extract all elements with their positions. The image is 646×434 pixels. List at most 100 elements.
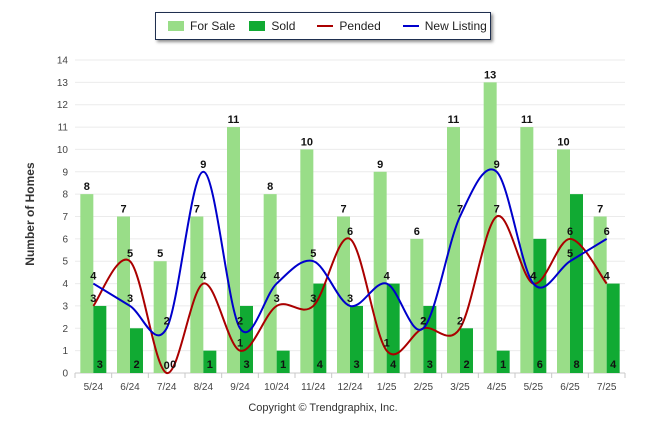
bar-sold	[350, 305, 363, 373]
data-label-new-listing: 3	[347, 293, 353, 305]
bar-sold	[386, 283, 400, 373]
bar-for-sale	[263, 194, 277, 373]
y-tick-label: 5	[62, 257, 68, 268]
x-tick-label: 8/24	[194, 382, 214, 393]
y-tick-label: 2	[62, 324, 68, 335]
data-label-pended: 4	[200, 271, 207, 283]
data-label-for-sale: 5	[157, 248, 163, 260]
data-label-new-listing: 2	[420, 315, 426, 327]
data-label-sold: 3	[243, 359, 249, 371]
data-label-new-listing: 4	[274, 271, 281, 283]
data-label-sold: 2	[133, 359, 139, 371]
bar-for-sale	[153, 261, 167, 373]
y-tick-label: 1	[62, 346, 68, 357]
legend-swatch-sold	[249, 21, 266, 31]
bar-for-sale	[117, 216, 130, 373]
data-label-new-listing: 2	[237, 315, 243, 327]
y-tick-label: 0	[62, 369, 68, 380]
x-tick-label: 7/24	[157, 382, 177, 393]
bar-sold	[313, 283, 327, 373]
legend-item-new-listing[interactable]: New Listing	[402, 19, 487, 33]
y-tick-label: 12	[57, 100, 69, 111]
bar-sold	[606, 283, 620, 373]
data-label-for-sale: 7	[194, 204, 200, 216]
bar-for-sale	[337, 216, 350, 373]
y-tick-label: 3	[62, 301, 68, 312]
legend-swatch-new-listing	[402, 25, 419, 27]
data-label-sold: 4	[610, 359, 617, 371]
bar-for-sale	[80, 194, 94, 373]
data-label-pended: 2	[420, 315, 426, 327]
data-label-new-listing: 4	[90, 271, 97, 283]
x-tick-label: 1/25	[377, 382, 397, 393]
line-new-listing	[92, 168, 608, 337]
bar-for-sale	[557, 149, 570, 373]
data-label-sold: 1	[280, 359, 286, 371]
data-label-sold: 6	[537, 359, 543, 371]
data-label-new-listing: 9	[494, 159, 500, 171]
x-tick-label: 10/24	[264, 382, 289, 393]
x-tick-label: 3/25	[450, 382, 470, 393]
data-label-pended: 0	[164, 360, 170, 372]
data-label-sold: 8	[573, 359, 579, 371]
data-label-pended: 3	[90, 293, 96, 305]
data-label-pended: 6	[567, 226, 573, 238]
data-label-new-listing: 7	[457, 204, 463, 216]
data-label-for-sale: 11	[521, 114, 533, 126]
data-label-for-sale: 6	[414, 226, 420, 238]
x-tick-label: 4/25	[487, 382, 507, 393]
x-tick-label: 12/24	[337, 382, 362, 393]
bar-sold	[93, 305, 107, 373]
y-tick-label: 11	[58, 123, 69, 134]
y-tick-label: 8	[62, 190, 68, 201]
copyright-text: Copyright © Trendgraphix, Inc.	[248, 402, 398, 414]
x-tick-label: 5/24	[84, 382, 104, 393]
y-tick-label: 9	[62, 167, 68, 178]
bar-for-sale	[520, 127, 534, 373]
y-tick-label: 14	[57, 56, 69, 67]
x-tick-label: 2/25	[414, 382, 434, 393]
legend-item-pended[interactable]: Pended	[317, 19, 381, 33]
data-label-pended: 1	[384, 338, 390, 350]
bar-sold	[496, 350, 510, 373]
y-tick-label: 7	[62, 212, 68, 223]
data-label-new-listing: 5	[567, 248, 573, 260]
legend: For Sale Sold Pended New Listing	[155, 12, 491, 40]
legend-label-new-listing: New Listing	[424, 19, 487, 33]
data-label-pended: 4	[604, 271, 611, 283]
data-label-pended: 1	[237, 338, 243, 350]
bar-sold	[240, 305, 253, 373]
data-label-sold: 3	[427, 359, 433, 371]
y-tick-label: 10	[57, 145, 69, 156]
data-label-sold: 1	[207, 359, 213, 371]
x-tick-label: 6/25	[560, 382, 580, 393]
data-label-sold: 2	[463, 359, 469, 371]
data-label-sold: 0	[170, 359, 176, 371]
legend-label-sold: Sold	[271, 19, 296, 33]
bar-sold	[533, 238, 547, 373]
y-tick-label: 13	[57, 78, 69, 89]
data-label-sold: 3	[97, 359, 103, 371]
bar-sold	[276, 350, 290, 373]
bar-for-sale	[410, 238, 424, 373]
bar-sold	[130, 328, 143, 373]
x-tick-label: 5/25	[524, 382, 544, 393]
data-label-new-listing: 6	[604, 226, 610, 238]
bar-sold	[203, 350, 217, 373]
data-label-new-listing: 9	[200, 159, 206, 171]
data-label-pended: 3	[310, 293, 316, 305]
bar-sold	[570, 194, 583, 373]
data-label-sold: 4	[390, 359, 397, 371]
data-label-pended: 6	[347, 226, 353, 238]
data-label-sold: 4	[317, 359, 324, 371]
legend-item-for-sale[interactable]: For Sale	[168, 19, 235, 33]
data-label-for-sale: 9	[377, 159, 383, 171]
data-label-new-listing: 4	[530, 271, 537, 283]
data-label-for-sale: 7	[120, 204, 126, 216]
legend-item-sold[interactable]: Sold	[249, 19, 295, 33]
data-label-for-sale: 8	[267, 181, 273, 193]
data-label-for-sale: 7	[597, 204, 603, 216]
data-label-new-listing: 5	[310, 248, 316, 260]
